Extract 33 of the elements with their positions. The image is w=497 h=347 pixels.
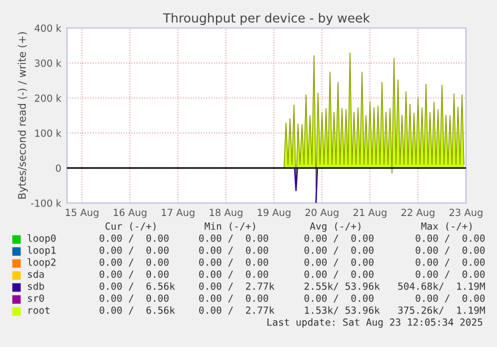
legend-label: sdb: [28, 282, 44, 290]
legend-label: sr0: [28, 294, 44, 302]
x-tick-label: 18 Aug: [210, 208, 242, 218]
text: Last update: Sat Aug 23 12:05:34 2025: [267, 318, 482, 328]
x-tick-label: 23 Aug: [449, 208, 482, 218]
chart-title: Throughput per device - by week: [162, 12, 370, 26]
x-tick-label: 20 Aug: [305, 208, 338, 218]
y-tick-label: 400 k: [34, 24, 62, 32]
text: Cur (-/+) Min (-/+) Avg (-/+) Max (-/+): [106, 222, 472, 232]
x-tick-label: 21 Aug: [353, 208, 386, 218]
legend-label: loop1: [28, 246, 56, 256]
y-tick-label: 100 k: [35, 129, 62, 137]
y-tick-label: 300 k: [34, 59, 62, 67]
y-axis-title: Bytes/second read (-) / write (+): [18, 32, 28, 199]
text: 0.00 / 0.00 0.00 / 0.00 0.00 / 0.00 0.00 / 0.00: [100, 294, 485, 303]
x-tick-label: 17 Aug: [162, 208, 194, 218]
legend-label: loop0: [28, 234, 56, 244]
legend-label: root: [28, 306, 50, 314]
legend-label: loop2: [28, 258, 56, 268]
text: 0.00 / 0.00 0.00 / 0.00 0.00 / 0.00 0.00 / 0.00: [100, 270, 485, 279]
x-tick-label: 22 Aug: [401, 208, 434, 218]
legend-label: sda: [28, 270, 44, 278]
text: 0.00 / 0.00 0.00 / 0.00 0.00 / 0.00 0.00 / 0.00: [100, 258, 485, 267]
y-tick-label: -100 k: [31, 199, 62, 207]
text: 0.00 / 0.00 0.00 / 0.00 0.00 / 0.00 0.00 / 0.00: [100, 246, 485, 255]
x-tick-label: 16 Aug: [114, 208, 146, 218]
y-tick-label: 0: [56, 164, 61, 172]
x-tick-label: 15 Aug: [66, 208, 98, 218]
x-tick-label: 19 Aug: [258, 208, 290, 218]
text: 0.00 / 6.56k 0.00 / 2.77k 2.55k/ 53.96k 504.68k/ 1.19M: [100, 282, 485, 291]
text: 0.00 / 6.56k 0.00 / 2.77k 1.53k/ 53.96k 375.26k/ 1.19M: [100, 306, 485, 315]
text: 0.00 / 0.00 0.00 / 0.00 0.00 / 0.00 0.00 / 0.00: [100, 234, 485, 243]
y-tick-label: 200 k: [34, 94, 62, 102]
